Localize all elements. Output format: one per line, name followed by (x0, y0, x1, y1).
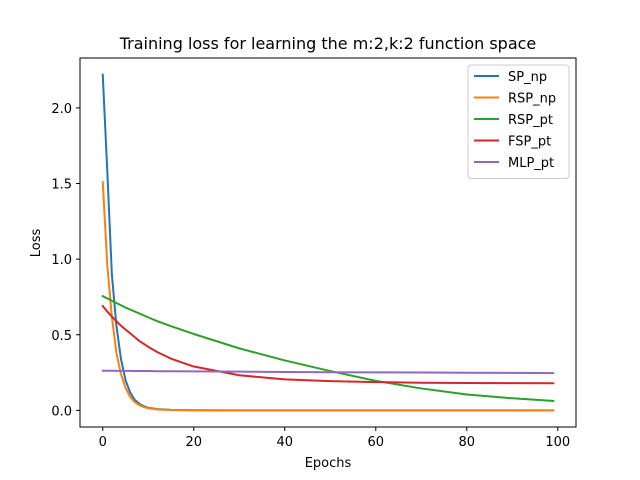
legend-label-fsp-pt: FSP_pt (508, 135, 551, 150)
x-tick-label: 80 (459, 435, 476, 450)
y-tick-label: 0.5 (51, 329, 72, 344)
legend-box (467, 64, 570, 179)
x-tick-label: 100 (545, 435, 570, 450)
x-tick-label: 0 (99, 435, 107, 450)
series-line-rsp-np (101, 180, 555, 412)
legend-label-rsp-np: RSP_np (508, 92, 556, 107)
legend-label-rsp-pt: RSP_pt (508, 113, 553, 128)
x-tick-label: 40 (276, 435, 293, 450)
y-axis-label: Loss (29, 229, 44, 258)
plot-frame (79, 57, 577, 428)
x-tick-label: 60 (368, 435, 385, 450)
y-tick-label: 2.0 (51, 102, 72, 117)
x-axis-label: Epochs (305, 456, 352, 471)
series-line-mlp-pt (101, 369, 555, 375)
legend: SP_np RSP_np RSP_pt FSP_pt MLP_pt (467, 64, 570, 179)
x-axis-ticks: 0 20 40 60 80 100 (99, 427, 570, 450)
y-tick-label: 0.0 (51, 404, 72, 419)
legend-label-sp-np: SP_np (508, 70, 547, 85)
x-tick-label: 20 (185, 435, 202, 450)
y-tick-label: 1.0 (51, 253, 72, 268)
y-axis-ticks: 0.0 0.5 1.0 1.5 2.0 (51, 102, 80, 419)
chart-title: Training loss for learning the m:2,k:2 f… (119, 34, 537, 53)
series-layer (101, 73, 555, 412)
y-tick-label: 1.5 (51, 178, 72, 193)
series-line-fsp-pt (101, 304, 555, 385)
legend-label-mlp-pt: MLP_pt (508, 156, 554, 171)
series-line-rsp-pt (101, 294, 555, 403)
